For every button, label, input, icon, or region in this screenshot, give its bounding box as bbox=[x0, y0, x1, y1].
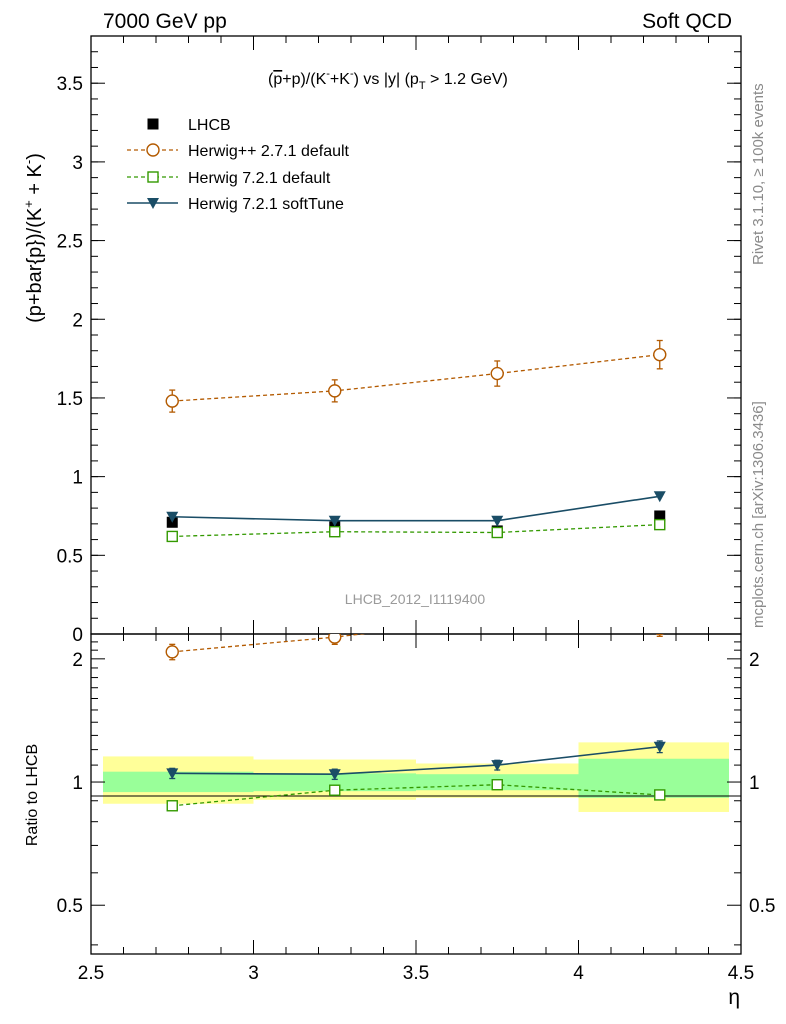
top-series-point bbox=[654, 510, 666, 522]
ratio-tick-label-right: 1 bbox=[749, 773, 760, 794]
top-series-point bbox=[491, 515, 504, 527]
y-tick-label: 3.5 bbox=[57, 74, 83, 95]
ratio-series-point bbox=[653, 741, 666, 753]
ratio-series-point bbox=[491, 779, 503, 791]
ratio-series-point bbox=[166, 768, 179, 780]
top-series-point bbox=[328, 384, 342, 398]
y-tick-label: 0 bbox=[72, 625, 83, 646]
top-series-layer bbox=[165, 339, 667, 543]
rivet-label: Rivet 3.1.10, ≥ 100k events bbox=[750, 83, 767, 265]
x-axis-label: η bbox=[728, 986, 740, 1009]
x-tick-label: 3.5 bbox=[403, 963, 429, 984]
ratio-series-point bbox=[166, 800, 178, 812]
ratio-series-point bbox=[328, 769, 341, 781]
legend-marker bbox=[146, 143, 160, 157]
top-series-line bbox=[172, 523, 660, 538]
x-tick-label: 4.5 bbox=[728, 963, 754, 984]
x-tick-label: 3 bbox=[248, 963, 259, 984]
ratio-series-point bbox=[491, 612, 503, 624]
top-series-point bbox=[328, 515, 341, 527]
inner-band bbox=[253, 773, 416, 792]
top-y-axis-label: (p+bar{p})/(K+ + K-) bbox=[21, 153, 46, 323]
top-series-line bbox=[172, 495, 660, 522]
y-tick-label: 1 bbox=[72, 468, 83, 489]
y-tick-label: 3 bbox=[72, 153, 83, 174]
y-tick-label: 2 bbox=[72, 310, 83, 331]
top-series-point bbox=[165, 394, 179, 408]
bottom-series-layer bbox=[165, 612, 666, 812]
legend-marker bbox=[147, 118, 159, 130]
header-right: Soft QCD bbox=[642, 10, 732, 33]
y-tick-label: 2.5 bbox=[57, 232, 83, 253]
legend-label: Herwig 7.2.1 default bbox=[188, 170, 331, 187]
y-tick-label: 1.5 bbox=[57, 389, 83, 410]
inner-band bbox=[578, 758, 729, 798]
ratio-tick-label: 2 bbox=[72, 650, 83, 671]
uncertainty-bands bbox=[103, 742, 729, 812]
top-series-point bbox=[654, 518, 666, 531]
x-tick-label: 2.5 bbox=[78, 963, 104, 984]
top-series-point bbox=[653, 491, 666, 503]
top-series-point bbox=[329, 526, 341, 538]
mcplots-label: mcplots.cern.ch [arXiv:1306.3436] bbox=[750, 401, 767, 628]
ratio-series-point bbox=[654, 789, 666, 801]
ratio-series-point bbox=[329, 784, 341, 796]
ratio-series-line bbox=[172, 745, 660, 776]
top-series-point bbox=[166, 530, 178, 543]
ratio-series-line bbox=[172, 784, 660, 807]
ratio-series-point bbox=[491, 760, 504, 772]
legend-label: LHCB bbox=[188, 117, 231, 134]
top-series-point bbox=[490, 366, 504, 381]
top-series-point bbox=[166, 511, 179, 523]
legend-label: Herwig 7.2.1 softTune bbox=[188, 196, 344, 213]
tick-labels: 0 0.5 1 1.5 2 2.5 3 3.5 0.5 0.5 1 1 2 2 2.5 3 3.5 4 4.5 bbox=[57, 74, 776, 984]
axis-ticks bbox=[90, 35, 742, 954]
ratio-tick-label: 1 bbox=[72, 773, 83, 794]
top-series-line bbox=[172, 354, 660, 402]
top-series-point bbox=[491, 526, 503, 539]
x-tick-label: 4 bbox=[573, 963, 584, 984]
chart-title: (p+p)/(K-+K-) vs |y| (pT > 1.2 GeV) bbox=[268, 68, 508, 92]
ratio-y-axis-label: Ratio to LHCB bbox=[24, 744, 41, 846]
header-left: 7000 GeV pp bbox=[103, 10, 227, 33]
legend-marker bbox=[147, 198, 159, 209]
legend-label: Herwig++ 2.7.1 default bbox=[188, 143, 350, 160]
ratio-series-point bbox=[655, 634, 664, 636]
inner-band bbox=[103, 771, 254, 793]
legend: LHCB Herwig++ 2.7.1 default Herwig 7.2.1 d… bbox=[127, 117, 350, 213]
ratio-series-point bbox=[328, 634, 342, 644]
ratio-tick-label-right: 0.5 bbox=[749, 896, 775, 917]
y-tick-label: 0.5 bbox=[57, 546, 83, 567]
ratio-tick-label-right: 2 bbox=[749, 650, 760, 671]
ratio-tick-label: 0.5 bbox=[57, 896, 83, 917]
ratio-series-point bbox=[165, 645, 179, 659]
analysis-watermark: LHCB_2012_I1119400 bbox=[345, 591, 486, 607]
top-series-point bbox=[653, 347, 667, 362]
legend-marker bbox=[147, 171, 159, 183]
